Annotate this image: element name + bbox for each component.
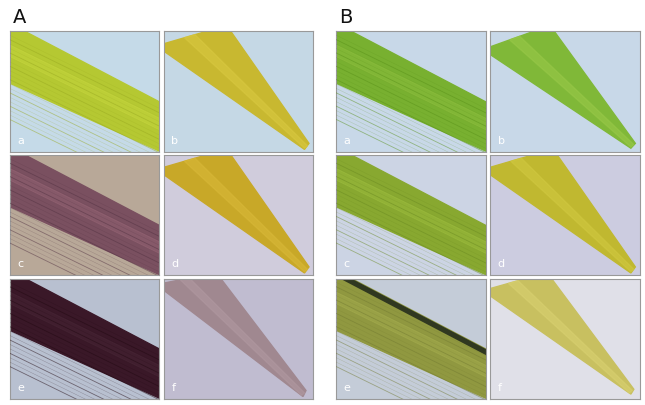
Polygon shape bbox=[328, 42, 501, 138]
Text: b: b bbox=[498, 135, 504, 145]
Text: f: f bbox=[172, 382, 175, 392]
Polygon shape bbox=[328, 20, 501, 158]
Polygon shape bbox=[2, 42, 174, 138]
Polygon shape bbox=[184, 159, 308, 272]
Text: c: c bbox=[17, 258, 23, 269]
Text: b: b bbox=[172, 135, 178, 145]
Text: A: A bbox=[13, 8, 26, 27]
Polygon shape bbox=[2, 165, 174, 261]
Text: d: d bbox=[172, 258, 179, 269]
Polygon shape bbox=[511, 159, 634, 272]
Polygon shape bbox=[2, 267, 174, 405]
Polygon shape bbox=[328, 144, 501, 281]
Polygon shape bbox=[156, 150, 309, 273]
Polygon shape bbox=[2, 20, 174, 158]
Text: e: e bbox=[17, 382, 24, 392]
Polygon shape bbox=[156, 273, 306, 396]
Polygon shape bbox=[328, 267, 501, 405]
Text: c: c bbox=[344, 258, 350, 269]
Polygon shape bbox=[482, 26, 635, 149]
Text: e: e bbox=[344, 382, 350, 392]
Text: d: d bbox=[498, 258, 505, 269]
Polygon shape bbox=[181, 278, 304, 395]
Polygon shape bbox=[328, 165, 501, 261]
Text: B: B bbox=[339, 8, 353, 27]
Polygon shape bbox=[328, 288, 501, 384]
Text: a: a bbox=[17, 135, 24, 145]
Polygon shape bbox=[482, 150, 635, 273]
Polygon shape bbox=[184, 36, 308, 149]
Polygon shape bbox=[328, 267, 501, 363]
Polygon shape bbox=[482, 273, 634, 394]
Text: a: a bbox=[344, 135, 350, 145]
Polygon shape bbox=[156, 26, 309, 150]
Polygon shape bbox=[508, 281, 632, 393]
Polygon shape bbox=[2, 144, 174, 281]
Text: f: f bbox=[498, 382, 502, 392]
Polygon shape bbox=[510, 37, 634, 147]
Polygon shape bbox=[2, 288, 174, 384]
